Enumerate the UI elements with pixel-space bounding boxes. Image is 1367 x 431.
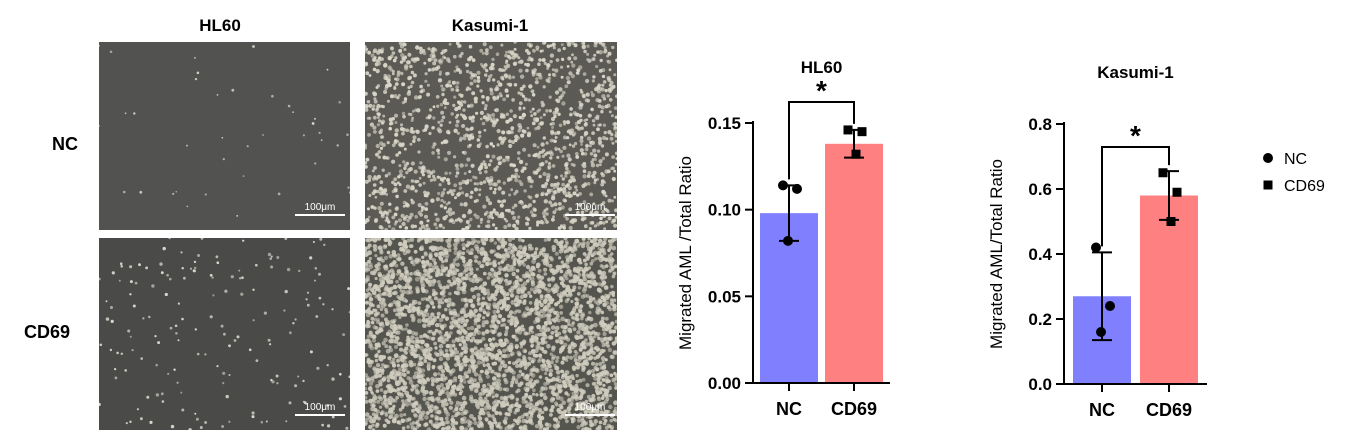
scale-bar: 100μm bbox=[295, 402, 345, 416]
data-point-nc bbox=[1091, 242, 1101, 253]
y-tick-label: 0.10 bbox=[708, 201, 741, 220]
chart-title: Kasumi-1 bbox=[1097, 63, 1174, 82]
micrograph-kasumi-cd69: 100μm bbox=[365, 238, 617, 430]
scale-bar-label: 100μm bbox=[304, 202, 336, 213]
micrograph-hl60-nc: 100μm bbox=[99, 42, 350, 230]
micrograph-row-label-cd69: CD69 bbox=[24, 322, 71, 342]
y-tick-label: 0.00 bbox=[708, 374, 741, 393]
scale-bar: 100μm bbox=[565, 402, 615, 416]
data-point-cd69 bbox=[1158, 168, 1168, 178]
significance-star: * bbox=[1130, 120, 1141, 151]
legend-label-cd69: CD69 bbox=[1284, 178, 1325, 195]
data-point-nc bbox=[1105, 301, 1115, 311]
micrograph-column-label-hl60: HL60 bbox=[199, 16, 241, 35]
micrograph-hl60-cd69: 100μm bbox=[99, 238, 350, 430]
x-tick-label-cd69: CD69 bbox=[1146, 400, 1192, 420]
significance-bracket bbox=[1101, 146, 1170, 247]
data-point-nc bbox=[792, 183, 802, 194]
y-tick-label: 0.6 bbox=[1028, 180, 1052, 199]
bar-cd69 bbox=[1140, 195, 1198, 384]
y-tick-label: 0.4 bbox=[1028, 245, 1052, 264]
y-tick-label: 0.8 bbox=[1028, 115, 1052, 134]
significance-star: * bbox=[816, 75, 827, 106]
scale-bar: 100μm bbox=[565, 202, 615, 216]
y-tick-label: 0.2 bbox=[1028, 310, 1052, 329]
bar-cd69 bbox=[825, 143, 883, 383]
data-point-cd69 bbox=[843, 125, 853, 135]
significance-bracket bbox=[788, 101, 855, 180]
data-point-nc bbox=[778, 180, 788, 191]
x-tick-label-nc: NC bbox=[776, 399, 802, 419]
micrograph-kasumi-nc: 100μm bbox=[365, 42, 617, 230]
chart-title: HL60 bbox=[801, 58, 843, 77]
y-axis-label: Migrated AML/Total Ratio bbox=[987, 159, 1006, 349]
micrograph-row-label-nc: NC bbox=[52, 134, 78, 154]
data-point-cd69 bbox=[857, 127, 867, 137]
data-point-nc bbox=[1096, 327, 1106, 337]
scale-bar-label: 100μm bbox=[304, 402, 336, 413]
y-axis-label: Migrated AML /Total Ratio bbox=[676, 156, 695, 350]
y-tick-label: 0.15 bbox=[708, 114, 741, 133]
data-point-cd69 bbox=[1166, 217, 1176, 226]
data-point-nc bbox=[783, 235, 793, 246]
micrograph-column-label-kasumi: Kasumi-1 bbox=[451, 16, 529, 35]
scale-bar-label: 100μm bbox=[574, 402, 606, 413]
chart-kasumi: Kasumi-1 Migrated AML/Total Ratio 0.0 0.2 0.… bbox=[987, 63, 1325, 420]
data-point-cd69 bbox=[1172, 187, 1182, 197]
scale-bar-label: 100μm bbox=[574, 202, 606, 213]
x-tick-label-cd69: CD69 bbox=[831, 399, 877, 419]
y-tick-label: 0.05 bbox=[708, 287, 741, 306]
data-point-cd69 bbox=[851, 149, 861, 159]
x-tick-label-nc: NC bbox=[1089, 400, 1115, 420]
y-tick-label: 0.0 bbox=[1028, 375, 1052, 394]
legend-marker-nc bbox=[1263, 153, 1273, 163]
legend-marker-cd69 bbox=[1263, 180, 1273, 190]
chart-hl60: HL60 Migrated AML /Total Ratio 0.00 0.05 0.1… bbox=[676, 58, 890, 419]
legend-label-nc: NC bbox=[1284, 151, 1307, 168]
scale-bar: 100μm bbox=[295, 202, 345, 216]
